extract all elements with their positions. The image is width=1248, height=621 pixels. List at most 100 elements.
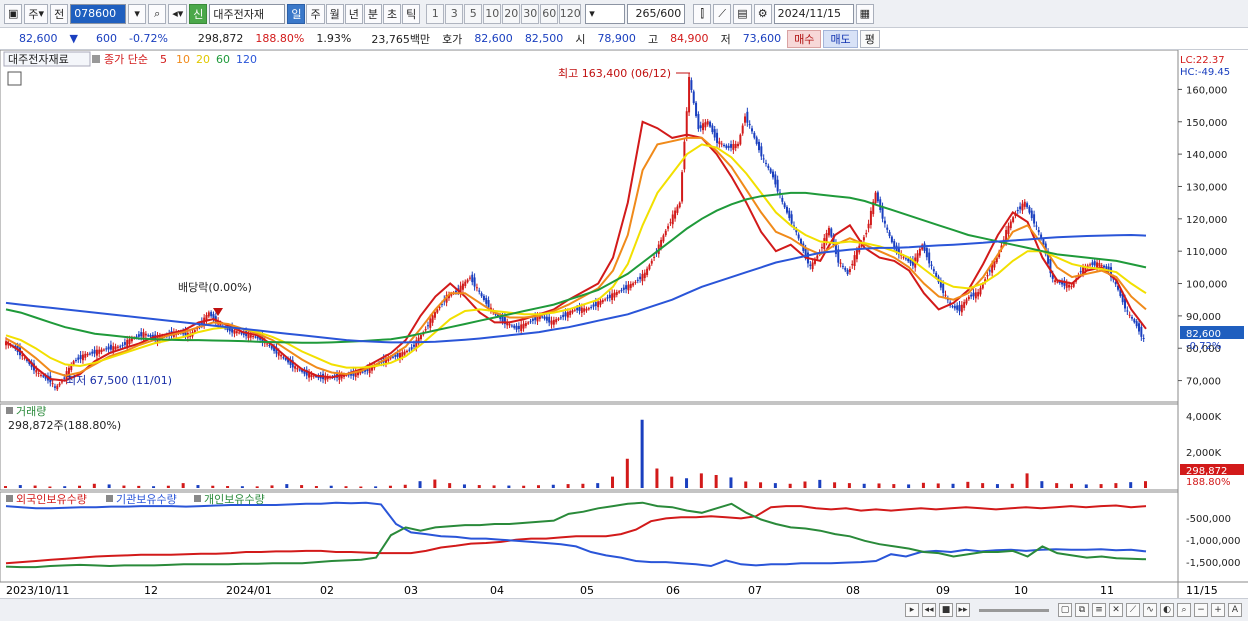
dropdown-icon[interactable]: ▾ [128, 3, 147, 24]
candle-body [144, 333, 147, 336]
chart-type-select[interactable]: 주 ▾ [24, 3, 49, 24]
candle-body [231, 326, 234, 333]
candle-body [583, 308, 586, 312]
tab-year[interactable]: 년 [344, 3, 363, 24]
preset-10[interactable]: 10 [483, 3, 502, 24]
scroll-right-icon[interactable]: ▸ [905, 603, 919, 617]
forward-icon[interactable]: ▸▸ [956, 603, 970, 617]
hc-label: HC:-49.45 [1180, 67, 1230, 78]
candle-body [109, 344, 112, 350]
stop-icon[interactable]: ■ [939, 603, 953, 617]
candle-body [776, 179, 779, 192]
candle-body [1026, 203, 1029, 208]
candle-body [855, 250, 858, 260]
candle-body [296, 368, 299, 370]
eval-button[interactable]: 평 [859, 29, 880, 48]
tab-minute[interactable]: 분 [363, 3, 382, 24]
candle-body [683, 141, 686, 170]
volume-bar [655, 468, 659, 488]
grid-toggle-icon[interactable] [7, 71, 22, 86]
candle-body [291, 360, 294, 368]
candle-body [287, 358, 290, 363]
drawline-icon[interactable]: ⟋ [713, 3, 732, 24]
quote-infobar: 82,600 ▼ 600 -0.72% 298,872 188.80% 1.93%… [0, 28, 1248, 50]
preset-1[interactable]: 1 [426, 3, 445, 24]
preset-20[interactable]: 20 [502, 3, 521, 24]
candle-body [664, 230, 667, 236]
volume-bar [4, 486, 7, 488]
stock-chart[interactable]: 160,000 150,000 140,000 130,000 120,000 110,0… [0, 50, 1248, 598]
candle-body [266, 343, 269, 345]
rewind-icon[interactable]: ◂◂ [922, 603, 936, 617]
y-tick-label: 160,000 [1186, 85, 1227, 96]
candle-body [979, 287, 982, 295]
candle-body [813, 258, 816, 264]
candle-body [543, 316, 546, 319]
tab-second[interactable]: 초 [382, 3, 402, 24]
date-input[interactable]: 2024/11/15 [773, 3, 854, 24]
line-tool-icon[interactable]: ⟋ [1126, 603, 1140, 617]
volume-bar [1144, 481, 1147, 488]
candle-body [473, 277, 476, 287]
tab-month[interactable]: 월 [325, 3, 344, 24]
preset-custom-input[interactable]: ▾ [585, 3, 626, 24]
copy-icon[interactable]: ⧉ [1075, 603, 1089, 617]
tab-tick[interactable]: 틱 [402, 3, 421, 24]
palette-icon[interactable]: ◐ [1160, 603, 1174, 617]
save-icon[interactable]: ▤ [733, 3, 752, 24]
window-icon[interactable]: ▢ [1058, 603, 1072, 617]
preset-5[interactable]: 5 [464, 3, 483, 24]
gear-icon[interactable]: ⚙ [753, 3, 772, 24]
candle-body [697, 114, 700, 130]
volume-bar [1069, 483, 1073, 488]
candle-body [415, 340, 418, 348]
layers-icon[interactable]: ≡ [1092, 603, 1106, 617]
preset-3[interactable]: 3 [445, 3, 464, 24]
volume-bar [551, 484, 555, 488]
count-field[interactable]: 265/600 [627, 3, 686, 24]
prefix-button[interactable]: 전 [50, 3, 69, 24]
preset-60[interactable]: 60 [540, 3, 559, 24]
candle-body [692, 91, 695, 104]
tab-day[interactable]: 일 [287, 3, 306, 24]
candle-body [918, 248, 921, 256]
volume-bar [936, 483, 940, 488]
tab-week[interactable]: 주 [306, 3, 325, 24]
candle-body [67, 367, 70, 376]
sin-badge[interactable]: 신 [189, 3, 208, 24]
stock-name-field[interactable]: 대주전자재 [209, 3, 286, 24]
candle-body [280, 354, 283, 357]
volume-bar [788, 483, 792, 488]
cross-icon[interactable]: ✕ [1109, 603, 1123, 617]
y-tick-label: 140,000 [1186, 150, 1227, 161]
candle-body [436, 309, 439, 313]
candle-body [1091, 262, 1094, 265]
candle-icon[interactable]: ⫿ [693, 3, 712, 24]
volume-bar [625, 458, 629, 488]
x-label: 11/15 [1186, 584, 1218, 597]
candle-body [576, 307, 579, 311]
wave-icon[interactable]: ∿ [1143, 603, 1157, 617]
candle-body [51, 383, 54, 385]
candle-body [594, 302, 597, 306]
layout-icon[interactable]: ▣ [4, 3, 23, 24]
preset-30[interactable]: 30 [521, 3, 540, 24]
calendar-icon[interactable]: ▦ [855, 3, 875, 24]
candle-body [107, 346, 110, 350]
candle-body [513, 325, 516, 328]
stock-code-input[interactable]: 078600 [70, 3, 127, 24]
magnify-icon[interactable]: ⌕ [1177, 603, 1191, 617]
candle-body [116, 346, 119, 348]
sell-button[interactable]: 매도 [823, 29, 858, 48]
speaker-icon[interactable]: ◂▾ [168, 3, 188, 24]
vol-tick-2000: 2,000K [1186, 448, 1222, 459]
zoom-slider[interactable] [979, 608, 1049, 612]
preset-120[interactable]: 120 [559, 3, 582, 24]
minus-icon[interactable]: − [1194, 603, 1208, 617]
candle-body [904, 258, 907, 260]
font-icon[interactable]: A [1228, 603, 1242, 617]
search-icon[interactable]: ⌕ [148, 3, 167, 24]
buy-button[interactable]: 매수 [787, 29, 822, 48]
plus-icon[interactable]: + [1211, 603, 1225, 617]
candle-body [785, 206, 788, 213]
